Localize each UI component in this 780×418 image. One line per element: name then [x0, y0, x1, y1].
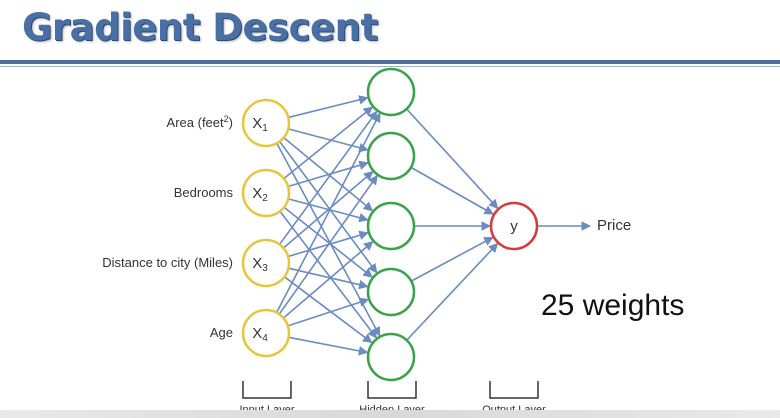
input-node-4: [241, 308, 291, 358]
edge-input2-hidden1: [283, 106, 374, 180]
edge-input4-hidden4: [287, 297, 370, 327]
hidden-node-4: [366, 267, 416, 317]
edge-input3-hidden4: [288, 267, 369, 290]
edge-input4-hidden3: [282, 240, 374, 319]
hidden-node-3: [366, 201, 416, 251]
hidden-node-2: [366, 131, 416, 181]
hidden-node-1: [366, 67, 416, 117]
output-node: [489, 201, 539, 251]
feature-label-superscript: 2: [224, 114, 229, 124]
feature-label-text: Area (feet: [167, 115, 224, 130]
edge-hidden2-output: [410, 166, 494, 215]
edge-input4-hidden5: [288, 336, 369, 356]
edge-input3-hidden5: [283, 276, 373, 344]
feature-label-1: Area (feet2): [167, 114, 233, 130]
edge-hidden1-output: [405, 108, 499, 210]
feature-label-4: Age: [210, 325, 233, 340]
title-rule: [0, 60, 780, 64]
edge-hidden4-output: [410, 236, 494, 282]
input-node-3: [241, 238, 291, 288]
feature-label-close: ): [229, 115, 233, 130]
slide-title: Gradient Descent: [22, 6, 378, 49]
input-node-subscript: 3: [262, 263, 268, 274]
input-node-2: [241, 168, 291, 218]
layer-bracket-1: [242, 381, 292, 399]
output-price-label: Price: [597, 217, 631, 234]
edge-input2-hidden5: [279, 210, 378, 339]
output-node-label: y: [510, 218, 518, 235]
connection-edges: [275, 95, 591, 356]
edge-input1-hidden1: [288, 95, 369, 119]
input-node-subscript: 2: [262, 193, 268, 204]
layer-bracket-2: [367, 381, 417, 399]
layer-bracket-3: [489, 381, 539, 399]
edge-input4-hidden1: [275, 112, 381, 313]
edge-input3-hidden2: [282, 170, 374, 249]
edge-input3-hidden1: [278, 110, 378, 245]
edge-input4-hidden2: [278, 174, 378, 315]
edge-input2-hidden2: [287, 160, 369, 188]
edge-hidden5-output: [406, 242, 499, 341]
hidden-node-5: [366, 332, 416, 382]
edge-input1-hidden2: [288, 128, 369, 153]
input-node-subscript: 4: [262, 333, 268, 344]
input-node-1: [241, 98, 291, 148]
feature-label-2: Bedrooms: [174, 185, 234, 200]
bottom-bar: [0, 410, 780, 418]
weights-count-text: 25 weights: [541, 289, 685, 322]
title-rule-thin: [0, 66, 780, 67]
edge-input1-hidden4: [279, 141, 378, 274]
input-node-subscript: 1: [262, 123, 268, 134]
feature-label-3: Distance to city (Miles): [102, 255, 233, 270]
